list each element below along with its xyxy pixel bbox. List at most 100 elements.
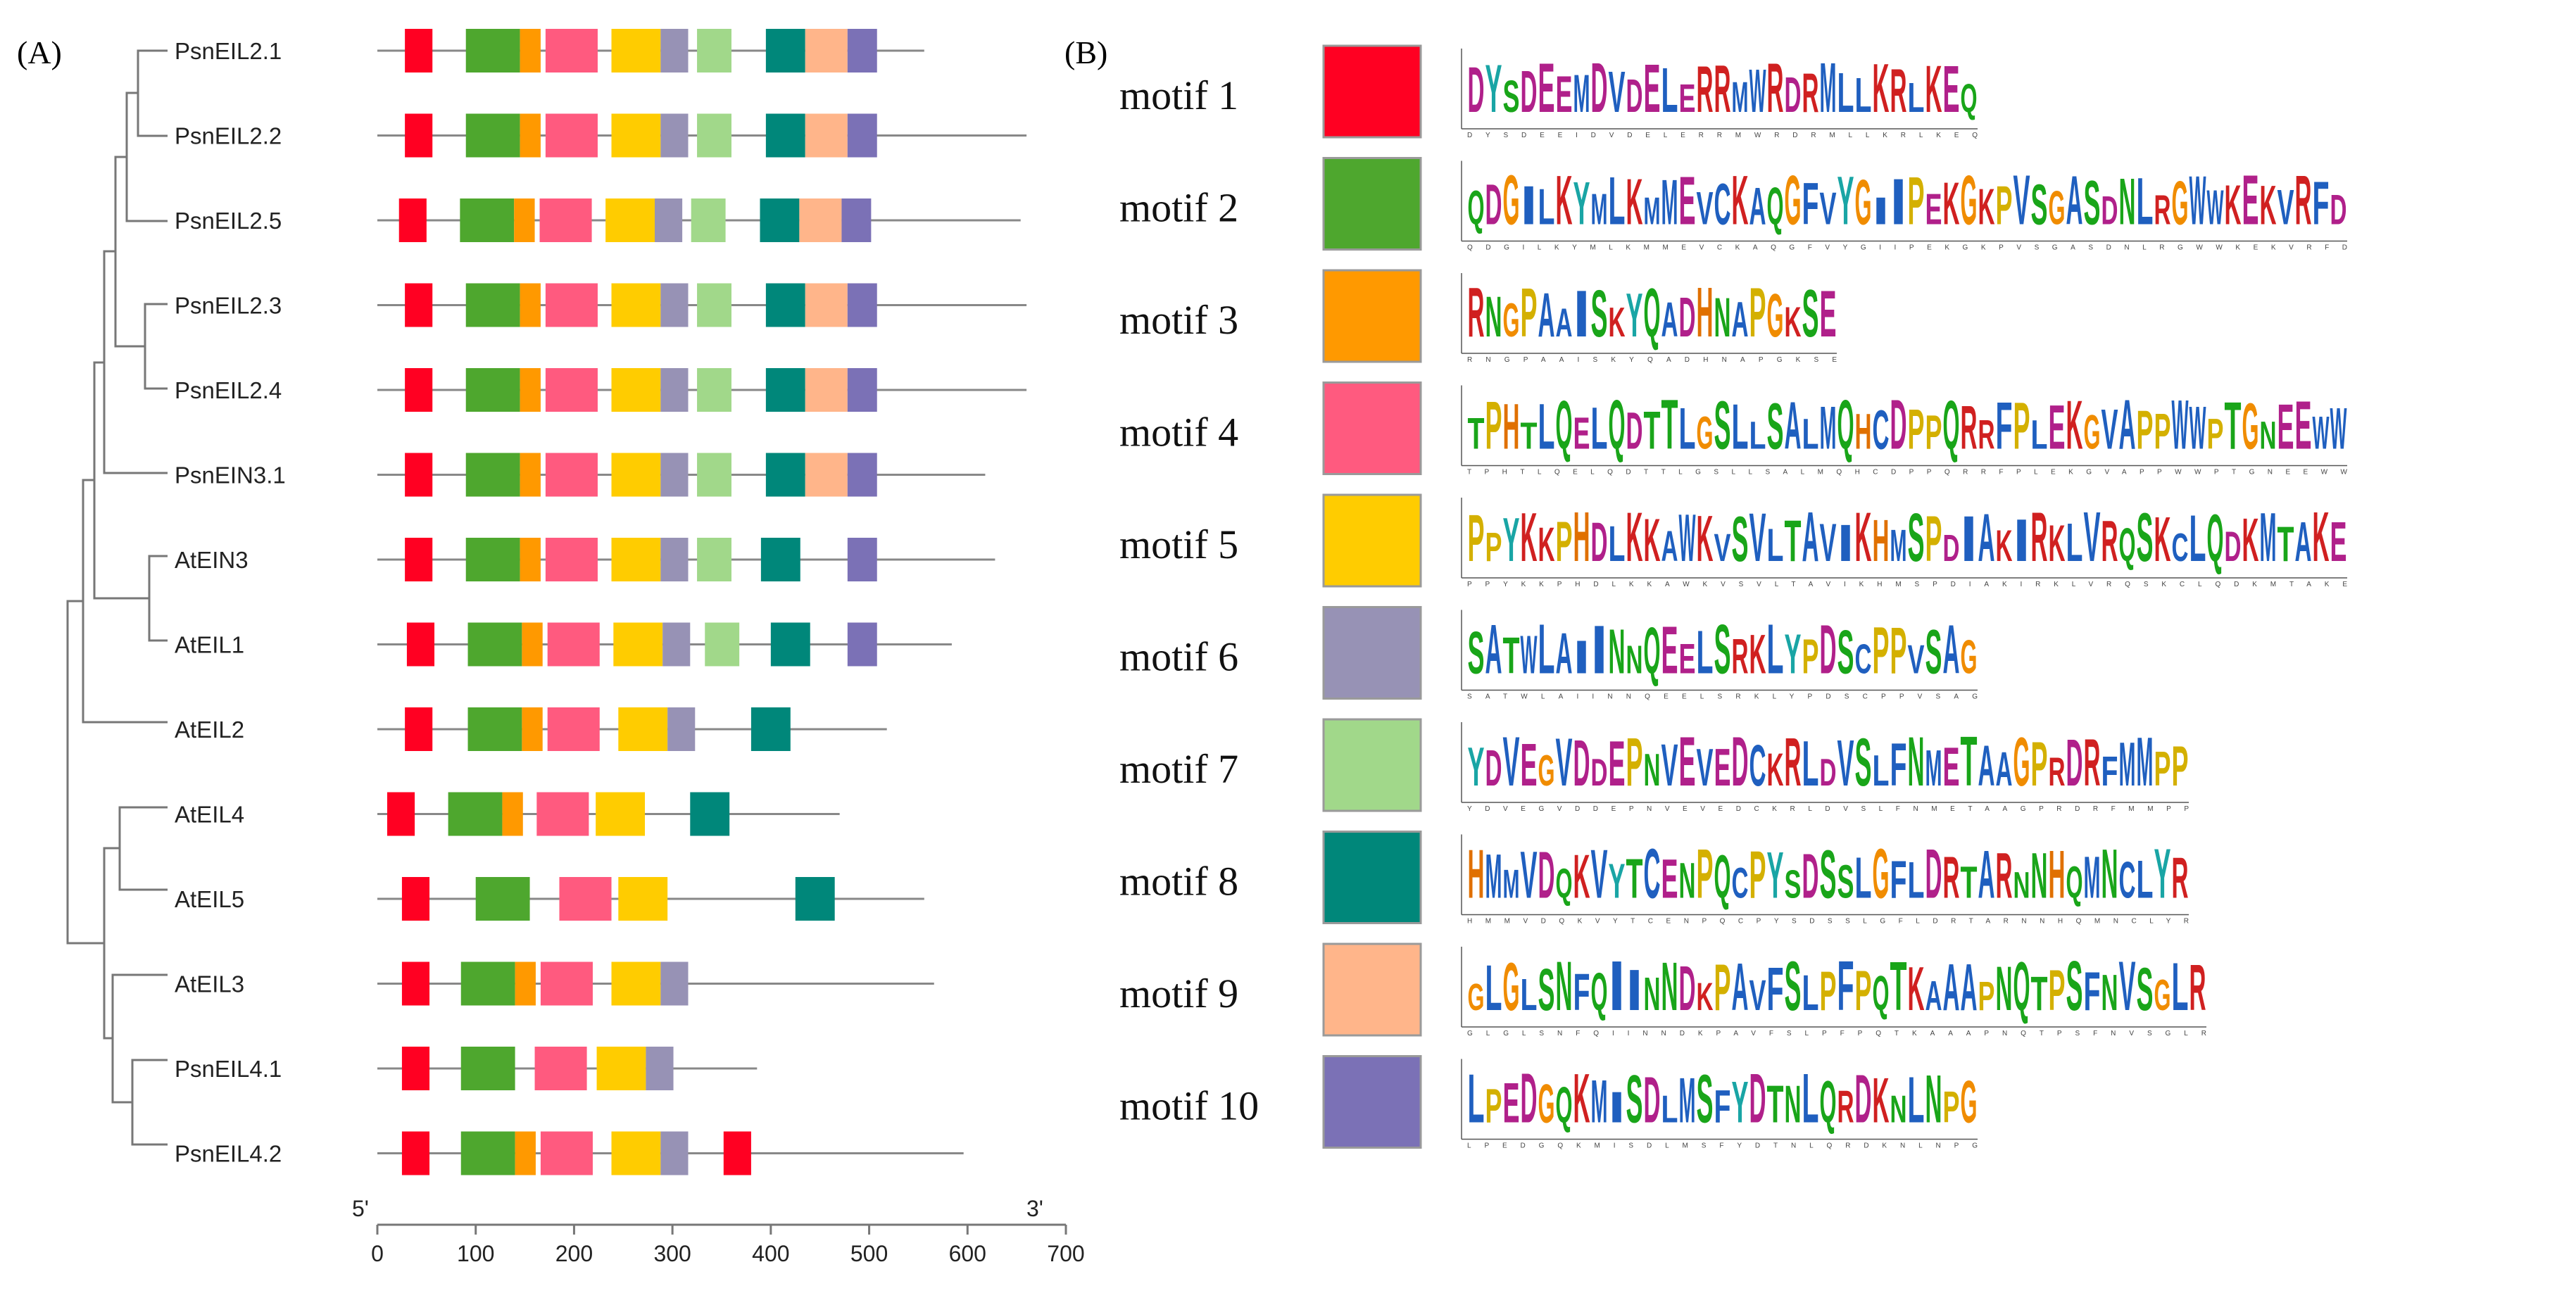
logo-letter: Y xyxy=(1468,737,1485,797)
logo-letter: T xyxy=(1661,386,1678,465)
logo-letter: K xyxy=(1644,507,1661,574)
logo-letter: T xyxy=(1521,415,1538,458)
gene-row: PsnEIL2.1 xyxy=(175,29,924,72)
logo-letter: G xyxy=(2013,723,2030,800)
logo-letter: P xyxy=(1855,959,1872,1023)
logo-letter: N xyxy=(2101,835,2118,914)
logo-letter: S xyxy=(1908,499,1925,576)
logo-letter: V xyxy=(2101,398,2118,462)
logo-letter: A xyxy=(1978,836,1995,913)
logo-letter: M xyxy=(1591,1068,1608,1136)
motif-1-box xyxy=(405,113,433,158)
motif-consensus: GLGLSNFQIINNDKPAVFSLPFPQTKAAAPNQTPSFNVSG… xyxy=(1467,1030,2206,1037)
logo-letter: S xyxy=(1855,725,1872,800)
logo-letter: I xyxy=(1591,611,1608,688)
logo-letter: K xyxy=(1697,974,1714,1018)
logo-letter: P xyxy=(1820,960,1837,1022)
motif-9-box xyxy=(805,283,848,327)
logo-letter: W xyxy=(2172,386,2189,465)
logo-letter: S xyxy=(1767,390,1784,463)
motif-2-box xyxy=(460,1131,515,1175)
logo-letter: E xyxy=(1679,635,1696,683)
motif-10-box xyxy=(847,368,877,412)
logo-letter: L xyxy=(1855,68,1872,122)
logo-letter: P xyxy=(1908,398,1925,462)
logo-letter: D xyxy=(1644,1064,1661,1137)
logo-letter: Y xyxy=(1626,281,1643,350)
logo-letter: A xyxy=(1978,734,1995,798)
motif-4-box xyxy=(545,368,598,412)
logo-letter: P xyxy=(1485,1079,1502,1133)
logo-letter: K xyxy=(1556,162,1573,240)
logo-letter: A xyxy=(2066,162,2083,239)
logo-letter: R xyxy=(1890,56,1907,125)
motif-5-box xyxy=(611,961,661,1006)
logo-letter: F xyxy=(1573,963,1590,1021)
gene-label: AtEIL5 xyxy=(175,886,244,912)
logo-letter: G xyxy=(1961,631,1978,684)
motif-2-box xyxy=(465,283,520,327)
logo-letter: H xyxy=(2049,836,2066,913)
logo-letter: M xyxy=(1679,1066,1696,1137)
motif-3-box xyxy=(520,453,541,497)
motif-1-box xyxy=(405,283,433,327)
motif-2-box xyxy=(465,113,520,158)
logo-letter: L xyxy=(1697,618,1714,687)
logo-letter: A xyxy=(1996,743,2013,796)
motif-2-box xyxy=(467,622,522,667)
logo-letter: P xyxy=(1697,835,1714,913)
motif-4-box xyxy=(547,707,600,751)
logo-letter: L xyxy=(1485,952,1502,1024)
motif-10-box xyxy=(847,29,877,72)
logo-letter: Q xyxy=(1873,966,1890,1021)
motif-2-box xyxy=(465,368,520,412)
motif-label: motif 8 xyxy=(1119,859,1238,904)
logo-letter: H xyxy=(1573,498,1590,576)
motif-label: motif 2 xyxy=(1119,185,1238,231)
motif-8-box xyxy=(750,707,791,751)
motif-1-box xyxy=(405,29,433,72)
logo-letter: R xyxy=(1978,412,1995,458)
logo-letter: A xyxy=(1943,611,1960,688)
logo-letter: L xyxy=(2172,950,2189,1025)
logo-letter: P xyxy=(1996,176,2013,236)
logo-letter: R xyxy=(1468,274,1485,352)
logo-letter: T xyxy=(1961,722,1978,801)
motif-7-box xyxy=(691,198,726,242)
logo-letter: V xyxy=(1908,638,1925,683)
motif-3-box xyxy=(515,961,536,1006)
motif-row: motif 1 D Y S D E E M D V D E L E R R M W R D R M L L K R L K E QDYSD… xyxy=(1119,44,1978,139)
logo-letter: L xyxy=(1679,396,1696,462)
logo-letter: E xyxy=(1521,731,1538,799)
logo-letter: K xyxy=(2049,515,2066,572)
logo-letter: D xyxy=(1820,611,1837,688)
motif-3-box xyxy=(515,1131,536,1175)
logo-letter: A xyxy=(1485,611,1502,689)
motif-3-box xyxy=(520,283,541,327)
logo-letter: L xyxy=(1855,845,1872,911)
logo-letter: R xyxy=(1697,52,1714,126)
logo-letter: G xyxy=(2084,405,2101,460)
logo-letter: R xyxy=(2049,750,2066,795)
logo-letter: I xyxy=(2013,507,2030,574)
logo-letter: G xyxy=(2049,182,2066,235)
motif-6-box xyxy=(667,707,696,751)
motif-6-box xyxy=(660,961,689,1006)
logo-letter: F xyxy=(2101,748,2118,795)
motif-3-box xyxy=(514,198,535,242)
logo-letter: S xyxy=(2031,173,2048,237)
logo-letter: V xyxy=(1591,835,1608,913)
logo-letter: Q xyxy=(1837,386,1854,465)
motif-8-box xyxy=(795,877,835,921)
motif-label: motif 10 xyxy=(1119,1083,1259,1129)
logo-letter: W xyxy=(2330,396,2347,462)
logo-letter: G xyxy=(1468,977,1485,1018)
logo-letter: L xyxy=(1661,55,1678,126)
motif-8-box xyxy=(770,622,810,667)
motif-5-box xyxy=(611,113,661,158)
gene-row: AtEIL1 xyxy=(175,622,952,667)
logo-letter: G xyxy=(2172,168,2189,238)
logo-letter: N xyxy=(1679,854,1696,909)
motif-10-box xyxy=(847,453,877,497)
logo-letter: I xyxy=(1961,503,1978,575)
